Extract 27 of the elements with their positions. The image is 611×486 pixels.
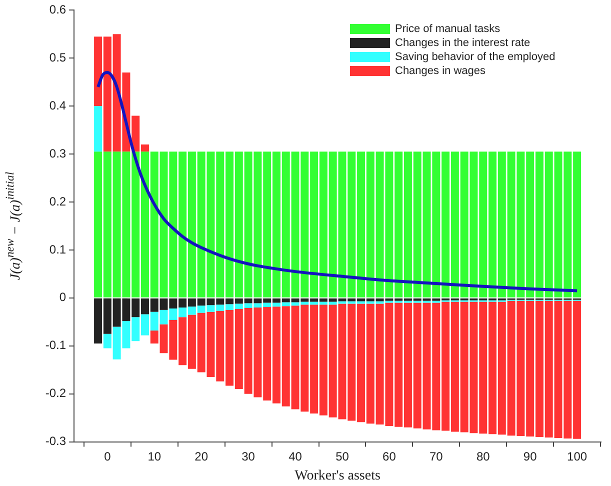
x-tick-label: 50 <box>336 449 350 464</box>
x-tick-label: 10 <box>148 449 162 464</box>
legend-label: Price of manual tasks <box>395 23 500 36</box>
x-tick-label: 70 <box>429 449 444 464</box>
y-tick-label: -0.3 <box>45 434 66 448</box>
x-tick-label: 80 <box>476 449 490 464</box>
y-tick-label: 0.5 <box>49 50 66 64</box>
x-tick-label: 40 <box>288 449 302 464</box>
x-tick-label: 100 <box>567 449 588 464</box>
x-tick-label: 30 <box>242 449 256 464</box>
y-tick-label: 0.3 <box>49 146 66 160</box>
x-axis-title: Worker's assets <box>294 468 380 484</box>
y-tick-label: -0.1 <box>45 338 66 352</box>
x-tick-label: 20 <box>194 449 208 464</box>
legend-label: Saving behavior of the employed <box>395 51 556 64</box>
x-tick-label: 60 <box>382 449 396 464</box>
y-tick-label: 0.6 <box>49 2 66 17</box>
y-tick-label: 0.1 <box>49 242 66 256</box>
bar <box>94 106 102 152</box>
y-tick-label: 0 <box>59 290 66 304</box>
x-tick-label: 0 <box>104 449 112 464</box>
legend-label: Changes in the interest rate <box>395 37 530 50</box>
x-tick-label: 90 <box>523 449 538 464</box>
y-tick-label: -0.2 <box>45 386 66 400</box>
legend-label: Changes in wages <box>395 65 486 78</box>
y-tick-label: 0.4 <box>49 98 66 112</box>
y-tick-label: 0.2 <box>49 194 66 208</box>
